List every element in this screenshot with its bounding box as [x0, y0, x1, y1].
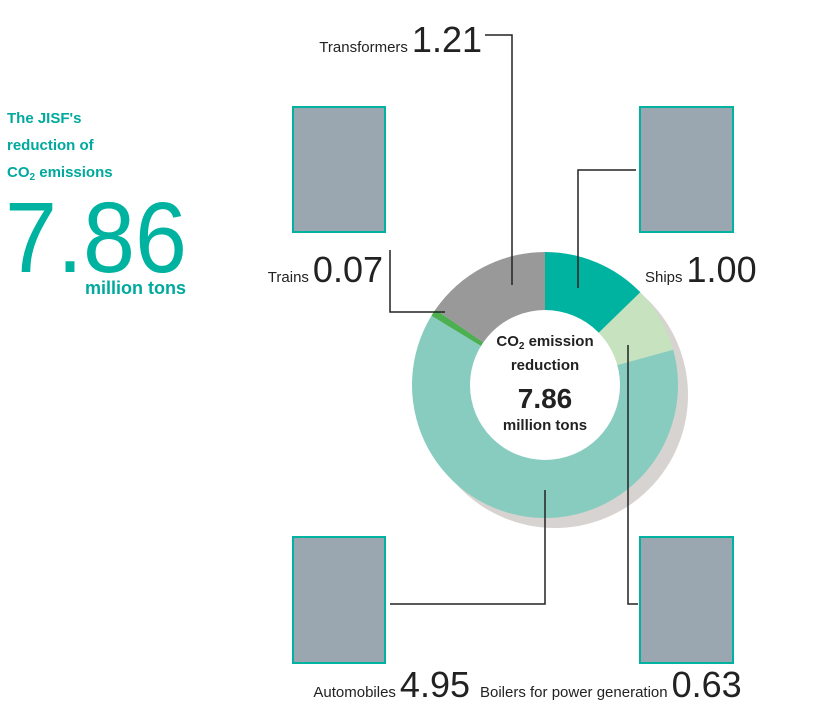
- title-line: reduction of: [7, 137, 95, 154]
- total-big: 7.86: [5, 182, 187, 294]
- center-rest: emission: [524, 333, 593, 350]
- category-name: Transformers: [319, 39, 408, 56]
- title-line: The JISF's: [7, 110, 81, 127]
- center-total: 7.86: [518, 383, 573, 414]
- leader: [390, 490, 546, 605]
- category-name: Boilers for power generation: [480, 684, 668, 701]
- photo-trains: [292, 106, 386, 233]
- photo-ships: [639, 106, 734, 233]
- center-co: CO: [496, 333, 519, 350]
- value-label: 0.63: [672, 664, 742, 705]
- slice-label: Boilers for power generation 0.63: [480, 664, 742, 705]
- slice-label: Automobiles 4.95: [313, 664, 470, 705]
- title-co: CO: [7, 164, 30, 181]
- title-line: CO2 emissions: [7, 164, 113, 183]
- title-sub: 2: [30, 172, 36, 183]
- title-rest: emissions: [35, 164, 113, 181]
- center-unit: million tons: [503, 417, 587, 434]
- value-label: 0.07: [313, 249, 383, 290]
- labels: Ships 1.00 Boilers for power generation 0.6…: [268, 19, 757, 705]
- category-name: Ships: [645, 269, 683, 286]
- photo-boilers: [639, 536, 734, 664]
- slice-label: Transformers 1.21: [319, 19, 482, 60]
- total-unit: million tons: [85, 278, 186, 298]
- center-line: CO2 emission: [496, 333, 593, 352]
- slice-label: Ships 1.00: [645, 249, 757, 290]
- value-label: 4.95: [400, 664, 470, 705]
- photo-automobiles: [292, 536, 386, 664]
- leader: [577, 169, 636, 288]
- category-name: Automobiles: [313, 684, 396, 701]
- center-line: reduction: [511, 357, 579, 374]
- slice-label: Trains 0.07: [268, 249, 383, 290]
- donut-hole: [470, 310, 620, 460]
- leader: [485, 34, 513, 285]
- category-name: Trains: [268, 269, 309, 286]
- center-sub: 2: [519, 341, 525, 352]
- leader: [627, 345, 638, 605]
- value-label: 1.00: [687, 249, 757, 290]
- value-label: 1.21: [412, 19, 482, 60]
- leader: [389, 250, 445, 313]
